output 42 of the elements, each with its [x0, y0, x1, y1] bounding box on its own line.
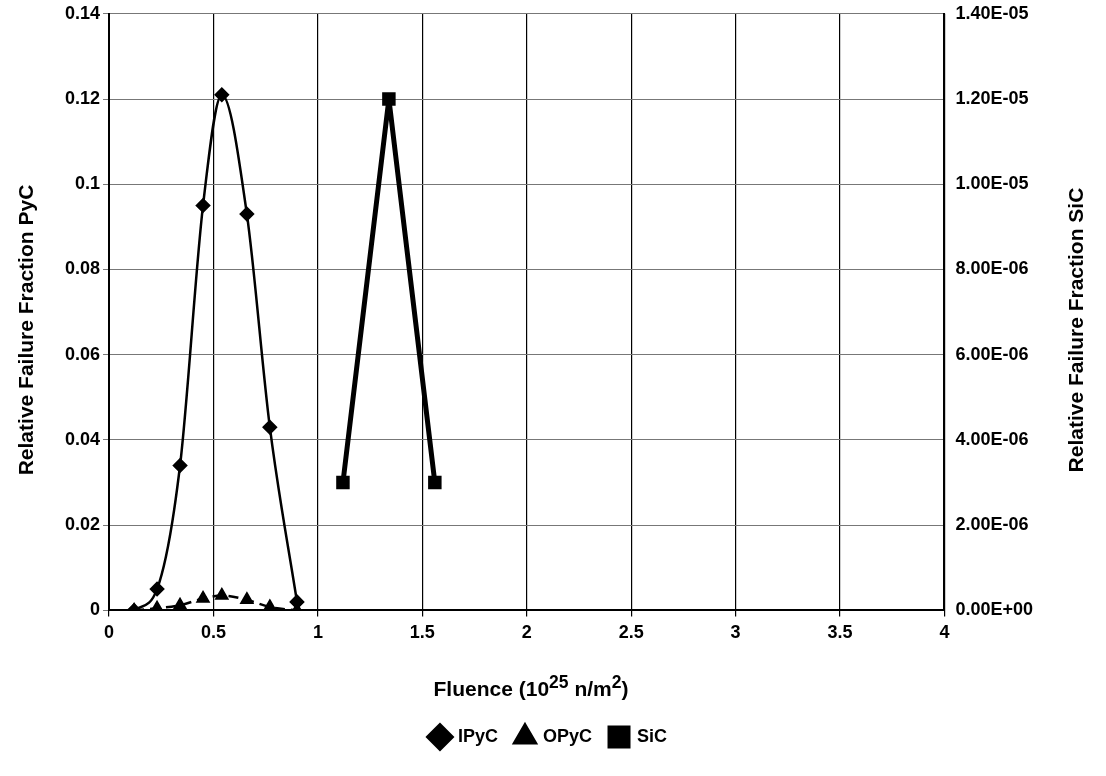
- y2-tick-label: 1.40E-05: [955, 2, 1029, 23]
- y-tick-label: 0.08: [64, 258, 101, 279]
- point: [214, 87, 230, 103]
- x-tick-label: 1.5: [409, 622, 435, 643]
- point: [263, 599, 277, 611]
- y2-tick-label: 6.00E-06: [955, 343, 1029, 364]
- y2-tick-label: 2.00E-06: [955, 514, 1029, 535]
- point: [240, 592, 254, 604]
- x-tick-label: 2: [521, 622, 532, 643]
- point: [173, 598, 187, 610]
- y2-axis-title: Relative Failure Fraction SiC: [1064, 187, 1088, 473]
- y-tick-label: 0.12: [64, 88, 101, 108]
- point: [149, 581, 165, 597]
- x-tick-label: 3: [730, 622, 741, 643]
- point: [195, 198, 211, 213]
- point: [172, 458, 188, 473]
- point: [215, 588, 229, 600]
- x-tick-label: 4: [939, 622, 950, 643]
- x-axis-title: Fluence (10$^{25}$ n/m$^{2}$): [432, 672, 630, 701]
- y-tick-label: 0.06: [64, 343, 101, 364]
- y2-tick-label: 1.20E-05: [955, 88, 1029, 108]
- y-tick-label: 0.14: [64, 2, 101, 23]
- point: [196, 591, 210, 603]
- legend-label: OPyC: [543, 725, 593, 746]
- x-tick-label: 3.5: [827, 622, 853, 643]
- y-tick-label: 0.04: [64, 428, 101, 449]
- y-axis-title: Relative Failure Fraction PyC: [14, 184, 38, 476]
- y2-tick-label: 0.00E+00: [955, 599, 1034, 620]
- y-tick-label: 0: [90, 599, 101, 620]
- y2-tick-label: 1.00E-05: [955, 173, 1029, 194]
- point: [239, 206, 255, 222]
- x-tick-label: 0.5: [200, 622, 226, 643]
- point: [262, 419, 278, 435]
- legend-label: IPyC: [457, 725, 499, 746]
- legend-label: SiC: [637, 725, 668, 746]
- x-tick-label: 0: [104, 622, 115, 643]
- y-tick-label: 0.02: [64, 514, 101, 535]
- y-tick-label: 0.1: [75, 173, 101, 194]
- y2-tick-label: 4.00E-06: [955, 428, 1029, 449]
- y2-tick-label: 8.00E-06: [955, 258, 1029, 279]
- x-tick-label: 1: [312, 622, 323, 643]
- x-tick-label: 2.5: [618, 622, 644, 643]
